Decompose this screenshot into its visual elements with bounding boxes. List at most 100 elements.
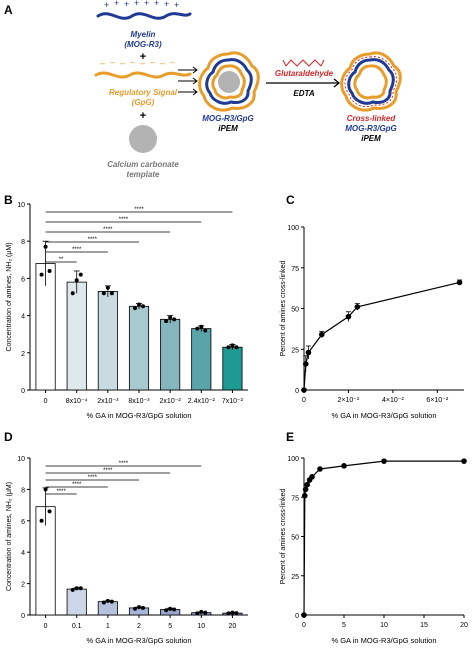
panel-letter-e: E	[286, 430, 294, 444]
data-point	[199, 324, 204, 329]
svg-text:+: +	[134, 0, 139, 8]
crosslinked-label: Cross-linked	[347, 114, 397, 123]
data-point	[309, 474, 315, 480]
panel-a: A + + + + + + + + Myelin (MOG-R3) + – – – – – – –…	[4, 0, 402, 179]
ipem-particle-icon	[198, 51, 260, 112]
x-axis-label: % GA in MOG-R3/GpG solution	[86, 636, 191, 645]
data-point	[164, 319, 169, 324]
x-tick-label: 7x10⁻²	[222, 398, 244, 405]
data-point	[230, 610, 235, 615]
y-tick-label: 4	[21, 550, 25, 557]
data-point	[109, 291, 114, 296]
data-point	[78, 272, 83, 277]
svg-text:–: –	[110, 57, 115, 67]
bar	[66, 281, 87, 391]
data-point	[105, 598, 110, 603]
myelin-label: Myelin	[131, 30, 156, 39]
data-point	[341, 463, 347, 469]
data-point	[302, 492, 308, 499]
data-point	[109, 599, 114, 604]
x-axis-label: % GA in MOG-R3/GpG solution	[331, 636, 436, 645]
x-tick-label: 0	[302, 622, 306, 629]
svg-text:–: –	[100, 58, 105, 68]
svg-text:–: –	[130, 57, 135, 67]
bar	[128, 305, 150, 391]
data-point	[70, 587, 75, 592]
x-tick-label: 10	[380, 622, 388, 629]
data-point	[203, 328, 208, 333]
reagent-glutaraldehyde: Glutaraldehyde	[275, 69, 334, 78]
data-point	[137, 605, 141, 610]
data-point	[168, 315, 173, 320]
data-point	[168, 606, 173, 611]
significance-label: ****	[134, 207, 144, 213]
svg-text:+: +	[104, 0, 109, 10]
x-tick-label: 2×10⁻²	[338, 397, 360, 404]
plus-sign-1: +	[140, 51, 146, 63]
data-point	[381, 458, 387, 464]
y-tick-label: 10	[17, 456, 25, 463]
y-tick-label: 0	[21, 613, 25, 620]
panel-letter-d: D	[4, 430, 13, 444]
x-tick-label: 20	[460, 622, 468, 629]
y-tick-label: 4	[21, 314, 25, 321]
ipem-label: MOG-R3/GpG	[202, 114, 254, 123]
bar	[191, 328, 212, 391]
data-point	[304, 481, 311, 488]
x-tick-label: 20	[229, 623, 237, 630]
ipem-sublabel: iPEM	[218, 124, 238, 133]
series-line	[303, 460, 464, 616]
x-tick-label: 0	[302, 397, 306, 404]
data-point	[39, 272, 44, 277]
y-tick-label: 100	[287, 456, 299, 463]
svg-text:–: –	[170, 57, 175, 67]
x-tick-label: 8x10⁻³	[128, 398, 150, 405]
y-axis-label: Percent of amines cross-linked	[280, 489, 287, 585]
bar	[97, 291, 118, 391]
x-tick-label: 2.4x10⁻²	[188, 398, 216, 405]
regulatory-label: Regulatory Signal	[109, 88, 178, 97]
y-tick-label: 6	[21, 276, 25, 283]
data-point	[74, 278, 79, 283]
svg-text:+: +	[174, 0, 179, 10]
x-tick-label: 2x10⁻²	[160, 398, 182, 405]
data-point	[226, 345, 231, 350]
svg-text:+: +	[124, 0, 129, 9]
y-tick-label: 50	[291, 307, 299, 314]
bar	[66, 588, 87, 616]
x-tick-label: 10	[197, 623, 205, 630]
data-point	[195, 326, 200, 331]
x-tick-label: 1	[106, 623, 110, 630]
x-tick-label: 0.1	[72, 623, 82, 630]
bar	[222, 346, 243, 391]
y-tick-label: 6	[21, 519, 25, 526]
x-tick-label: 8x10⁻⁴	[66, 398, 88, 405]
significance-label: **	[59, 257, 64, 263]
template-sublabel: template	[127, 170, 160, 179]
data-point	[195, 611, 200, 616]
x-tick-label: 6×10⁻²	[426, 397, 448, 404]
data-point	[137, 302, 141, 307]
positive-charges-icon: + + + + + + + +	[104, 0, 179, 10]
svg-text:–: –	[140, 58, 145, 68]
data-point	[133, 306, 137, 311]
reagent-edta: EDTA	[293, 89, 314, 98]
crosslinked-particle-icon	[340, 51, 402, 112]
data-point	[47, 268, 52, 273]
data-point	[302, 486, 309, 493]
data-point	[43, 244, 48, 249]
data-point	[203, 610, 208, 615]
data-point	[456, 279, 463, 286]
crosslinked-sublabel: MOG-R3/GpG	[345, 124, 397, 133]
x-tick-label: 5	[168, 623, 172, 630]
y-tick-label: 50	[291, 535, 299, 542]
significance-label: ****	[119, 461, 129, 467]
data-point	[74, 586, 79, 591]
significance-label: ****	[72, 247, 82, 253]
svg-text:+: +	[164, 0, 169, 9]
panel-letter-b: B	[4, 193, 13, 207]
regulatory-polymer-icon	[94, 71, 192, 79]
y-tick-label: 2	[21, 582, 25, 589]
y-tick-label: 0	[295, 388, 299, 395]
